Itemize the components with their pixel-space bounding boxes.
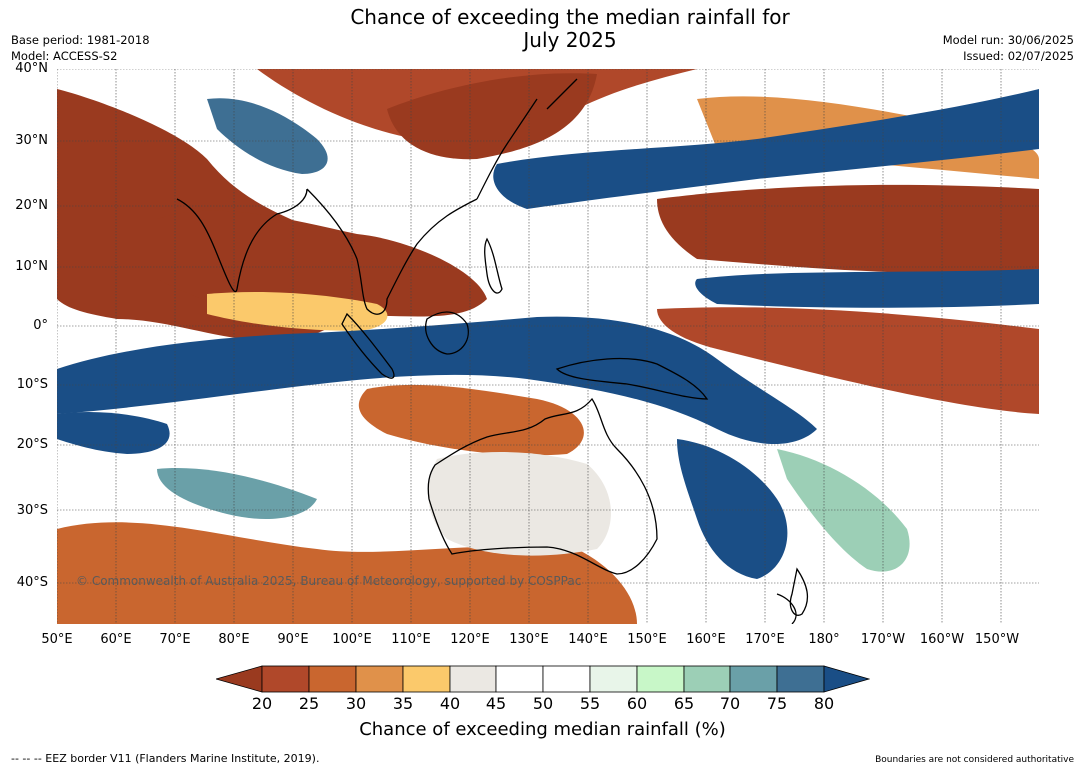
coastline-sumatra xyxy=(341,312,395,379)
light-dry-region-central xyxy=(207,292,388,331)
colorbar-bin-20-25 xyxy=(261,665,310,693)
colorbar-bin-65-70 xyxy=(683,665,731,693)
dry-region-north-china xyxy=(387,73,597,160)
coastline-japan xyxy=(546,78,578,110)
meta-right: Model run: 30/06/2025 Issued: 02/07/2025 xyxy=(943,32,1074,64)
lon-label-160w: 160°W xyxy=(919,632,965,647)
lat-label-20s: 20°S xyxy=(16,437,48,452)
meta-left: Base period: 1981-2018 Model: ACCESS-S2 xyxy=(11,32,150,64)
title-line-2: July 2025 xyxy=(523,28,617,52)
wet-region-himalaya xyxy=(207,98,328,174)
coastlines xyxy=(176,78,809,624)
coastline-india xyxy=(176,188,308,293)
lon-label-130e: 130°E xyxy=(509,632,549,647)
colorbar-bin-70-75 xyxy=(729,665,778,693)
model-text: Model: ACCESS-S2 xyxy=(11,49,118,63)
lon-label-90e: 90°E xyxy=(277,632,309,647)
colorbar-bin-75-80 xyxy=(776,665,825,693)
neutral-region-australia xyxy=(428,452,611,556)
issued-text: Issued: 02/07/2025 xyxy=(963,49,1074,63)
lat-label-30n: 30°N xyxy=(15,133,48,148)
base-period-text: Base period: 1981-2018 xyxy=(11,33,150,47)
colorbar-tick-25: 25 xyxy=(298,694,320,713)
lat-label-40s: 40°S xyxy=(16,575,48,590)
lon-label-110e: 110°E xyxy=(391,632,431,647)
colorbar-tick-35: 35 xyxy=(392,694,414,713)
dry-region-pacific-equator xyxy=(657,307,1039,414)
colorbar-tick-70: 70 xyxy=(719,694,741,713)
colorbar-bin-55-60 xyxy=(589,665,638,693)
wet-region-pacific-10n xyxy=(695,269,1039,308)
colorbar-bin-30-35 xyxy=(355,665,404,693)
colorbar-tick-65: 65 xyxy=(673,694,695,713)
colorbar-tick-50: 50 xyxy=(532,694,554,713)
colorbar-tick-40: 40 xyxy=(439,694,461,713)
lat-label-20n: 20°N xyxy=(15,198,48,213)
boundaries-note: Boundaries are not considered authoritat… xyxy=(875,755,1074,765)
colorbar-label: Chance of exceeding median rainfall (%) xyxy=(359,719,726,740)
coastline-philippines xyxy=(484,237,503,294)
lat-label-40n: 40°N xyxy=(15,61,48,76)
colorbar-bin-50-55 xyxy=(542,665,591,693)
colorbar-tick-60: 60 xyxy=(626,694,648,713)
colorbar-extend-high xyxy=(823,665,870,693)
lon-label-150e: 150°E xyxy=(627,632,667,647)
dry-region-aus-north xyxy=(358,384,584,456)
colorbar xyxy=(216,665,870,693)
colorbar-bin-40-45 xyxy=(449,665,497,693)
dry-region-pacific-north xyxy=(657,184,1039,274)
colorbar-tick-75: 75 xyxy=(766,694,788,713)
wet-region-east-australia xyxy=(677,439,788,579)
coastline-australia xyxy=(427,397,658,575)
copyright-text: © Commonwealth of Australia 2025, Bureau… xyxy=(76,574,581,588)
colorbar-extend-low xyxy=(216,665,263,693)
coastline-china xyxy=(476,98,538,200)
colorbar-tick-80: 80 xyxy=(813,694,835,713)
model-run-text: Model run: 30/06/2025 xyxy=(942,33,1074,47)
colorbar-tick-30: 30 xyxy=(345,694,367,713)
lon-label-160e: 160°E xyxy=(686,632,726,647)
map-title: Chance of exceeding the median rainfall … xyxy=(0,6,1085,52)
colorbar-bin-25-30 xyxy=(308,665,357,693)
rainfall-map: © Commonwealth of Australia 2025, Bureau… xyxy=(57,69,1039,624)
lon-label-100e: 100°E xyxy=(332,632,372,647)
wet-region-south-indian xyxy=(57,412,170,454)
colorbar-bin-60-65 xyxy=(636,665,685,693)
wet-region-northwest-pacific xyxy=(493,89,1039,209)
wet-region-equatorial-band xyxy=(57,316,817,444)
lon-label-180: 180° xyxy=(808,632,840,647)
lat-label-10n: 10°N xyxy=(15,259,48,274)
graticule xyxy=(57,69,1039,624)
title-line-1: Chance of exceeding the median rainfall … xyxy=(350,5,790,29)
eez-border-note: -- -- -- EEZ border V11 (Flanders Marine… xyxy=(11,752,320,765)
coastline-new-guinea xyxy=(555,357,709,400)
lon-label-170w: 170°W xyxy=(860,632,906,647)
lon-label-140e: 140°E xyxy=(568,632,608,647)
colorbar-bin-35-40 xyxy=(402,665,451,693)
moist-region-south-indian-2 xyxy=(157,468,317,519)
colorbar-bin-45-50 xyxy=(495,665,544,693)
colorbar-tick-55: 55 xyxy=(579,694,601,713)
lon-label-120e: 120°E xyxy=(450,632,490,647)
lat-label-10s: 10°S xyxy=(16,377,48,392)
coastline-borneo xyxy=(425,311,469,355)
moist-region-tasman xyxy=(777,449,910,572)
lon-label-70e: 70°E xyxy=(159,632,191,647)
colorbar-tick-45: 45 xyxy=(485,694,507,713)
lon-label-60e: 60°E xyxy=(100,632,132,647)
lat-label-30s: 30°S xyxy=(16,503,48,518)
coastline-southeast-asia xyxy=(306,188,478,315)
lon-label-150w: 150°W xyxy=(974,632,1020,647)
lon-label-170e: 170°E xyxy=(745,632,785,647)
rainfall-field xyxy=(57,69,1039,624)
coastline-new-zealand xyxy=(776,567,809,624)
colorbar-tick-20: 20 xyxy=(251,694,273,713)
lon-label-50e: 50°E xyxy=(41,632,73,647)
lon-label-80e: 80°E xyxy=(218,632,250,647)
lat-label-0: 0° xyxy=(33,318,48,333)
